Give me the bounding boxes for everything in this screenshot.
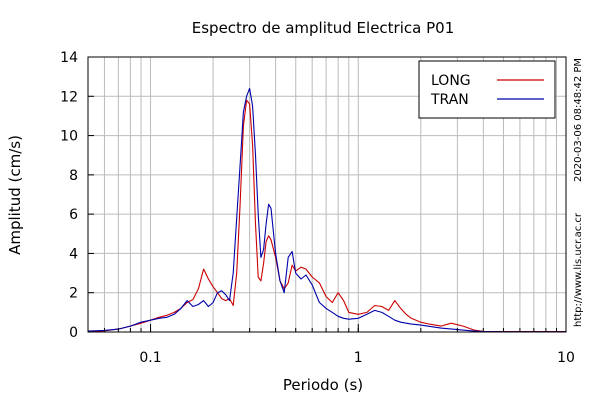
y-tick-label: 4 bbox=[69, 246, 78, 262]
axes-layer: 0 2 4 6 8 10 12 14 0.1 1 10 bbox=[60, 50, 575, 366]
legend-label-tran: TRAN bbox=[430, 92, 469, 108]
x-tick-label: 1 bbox=[354, 350, 363, 366]
y-axis-label: Amplitud (cm/s) bbox=[6, 135, 24, 255]
y-tick-label: 12 bbox=[60, 89, 78, 105]
y-tick-label: 2 bbox=[69, 286, 78, 302]
x-axis-label: Periodo (s) bbox=[283, 376, 363, 394]
y-tick-label: 6 bbox=[69, 207, 78, 223]
legend-box bbox=[418, 60, 556, 119]
x-tick-label: 0.1 bbox=[139, 350, 161, 366]
timestamp-label: 2020-03-06 08:48:42 PM bbox=[573, 58, 584, 182]
series-line-tran bbox=[87, 87, 566, 333]
chart-title: Espectro de amplitud Electrica P01 bbox=[192, 19, 455, 37]
plot-frame bbox=[87, 56, 567, 333]
y-tick-label: 14 bbox=[60, 50, 78, 66]
legend: LONG TRAN bbox=[418, 60, 556, 119]
y-tick-label: 8 bbox=[69, 168, 78, 184]
source-url-label: http://www.lis.ucr.ac.cr bbox=[573, 212, 584, 327]
series-layer bbox=[87, 87, 566, 333]
series-line-long bbox=[87, 99, 566, 333]
y-tick-label: 10 bbox=[60, 129, 78, 145]
legend-label-long: LONG bbox=[431, 73, 471, 89]
y-tick-label: 0 bbox=[69, 325, 78, 341]
x-tick-label: 10 bbox=[557, 350, 575, 366]
